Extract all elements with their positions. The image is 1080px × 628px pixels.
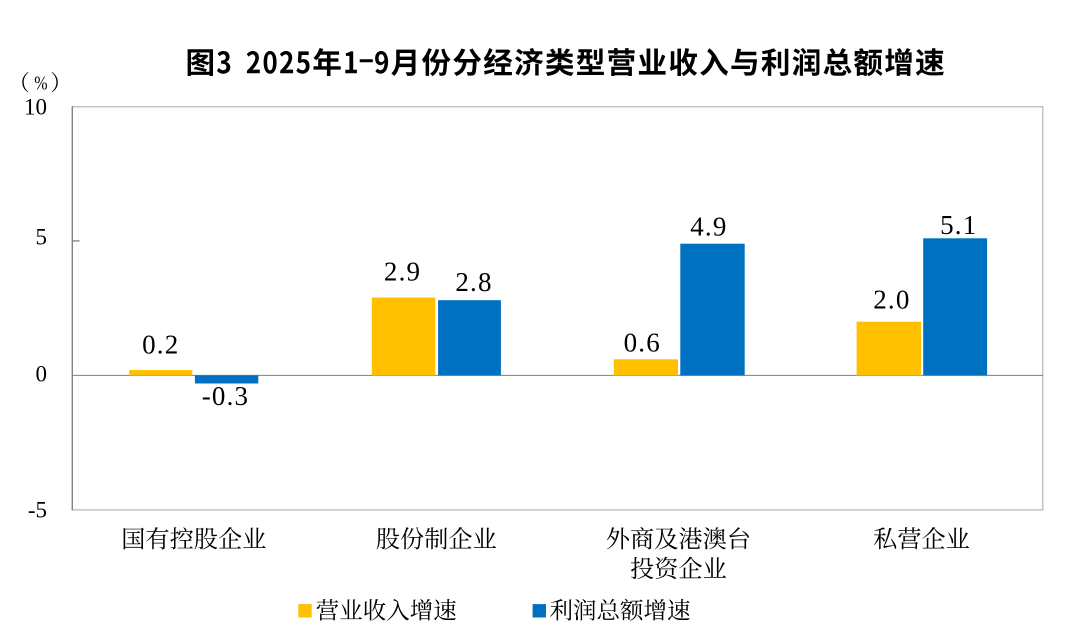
svg-text:-0.3: -0.3: [202, 381, 250, 411]
svg-text:0.2: 0.2: [142, 330, 179, 360]
svg-text:2.9: 2.9: [384, 257, 421, 287]
svg-text:5: 5: [36, 225, 48, 250]
svg-text:2.8: 2.8: [455, 267, 492, 297]
svg-text:5.1: 5.1: [940, 210, 977, 240]
svg-text:4.9: 4.9: [690, 212, 727, 242]
svg-text:%: %: [34, 71, 47, 93]
svg-text:2.0: 2.0: [873, 285, 910, 315]
svg-text:0.6: 0.6: [624, 328, 661, 358]
svg-text:-5: -5: [28, 497, 47, 522]
svg-text:10: 10: [24, 95, 47, 120]
svg-text:0: 0: [36, 362, 48, 387]
